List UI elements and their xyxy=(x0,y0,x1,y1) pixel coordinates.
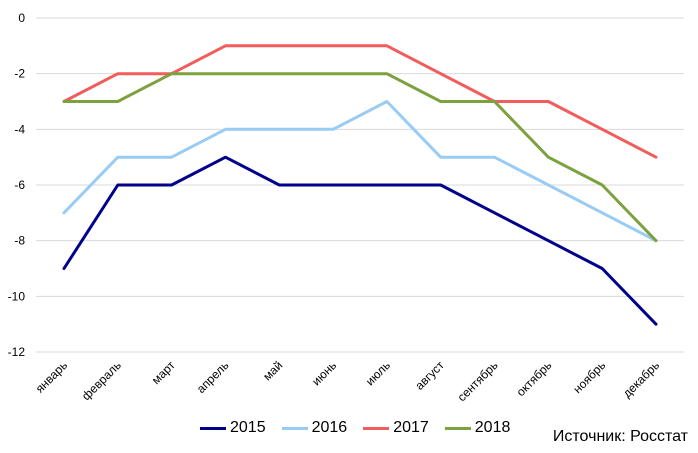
y-tick-label: -6 xyxy=(14,178,25,192)
legend-label: 2015 xyxy=(230,419,266,436)
y-tick-label: -10 xyxy=(8,289,26,303)
legend-swatch xyxy=(200,426,226,430)
series-line-2016 xyxy=(62,100,658,243)
y-axis: 0 -2 -4 -6 -8 -10 -12 xyxy=(8,11,26,359)
x-tick-label: октябрь xyxy=(514,358,555,399)
legend: 2015 2016 2017 2018 xyxy=(200,419,526,437)
legend-swatch xyxy=(281,426,308,430)
x-tick-label: июнь xyxy=(309,358,339,388)
series-lines xyxy=(62,44,658,326)
x-tick-label: август xyxy=(412,358,447,393)
x-tick-label: ноябрь xyxy=(570,358,608,396)
x-tick-label: апрель xyxy=(194,358,232,396)
x-tick-label: март xyxy=(149,358,178,387)
x-tick-label: сентябрь xyxy=(455,358,501,404)
legend-item-2018: 2018 xyxy=(444,419,511,437)
legend-swatch xyxy=(444,426,471,430)
x-tick-label: декабрь xyxy=(620,358,662,400)
legend-swatch xyxy=(363,426,390,430)
series-line-2015 xyxy=(62,155,658,326)
legend-label: 2017 xyxy=(393,419,429,436)
x-tick-label: февраль xyxy=(79,358,124,403)
legend-label: 2016 xyxy=(311,419,348,436)
x-tick-label: июль xyxy=(363,358,393,388)
x-tick-label: январь xyxy=(33,358,70,395)
legend-item-2015: 2015 xyxy=(200,419,266,437)
y-tick-label: 0 xyxy=(18,11,25,25)
y-tick-label: -2 xyxy=(14,67,25,81)
legend-item-2017: 2017 xyxy=(363,419,429,437)
y-tick-label: -4 xyxy=(14,122,25,136)
series-line-2018 xyxy=(62,72,658,243)
legend-label: 2018 xyxy=(474,419,511,436)
y-tick-label: -8 xyxy=(14,234,25,248)
y-tick-label: -12 xyxy=(8,345,26,359)
x-axis: январь февраль март апрель май июнь июль август… xyxy=(33,358,662,404)
legend-item-2016: 2016 xyxy=(281,419,348,437)
series-line-2017 xyxy=(62,44,658,159)
source-note: Источник: Росстат xyxy=(552,428,688,445)
x-tick-label: май xyxy=(260,358,285,383)
